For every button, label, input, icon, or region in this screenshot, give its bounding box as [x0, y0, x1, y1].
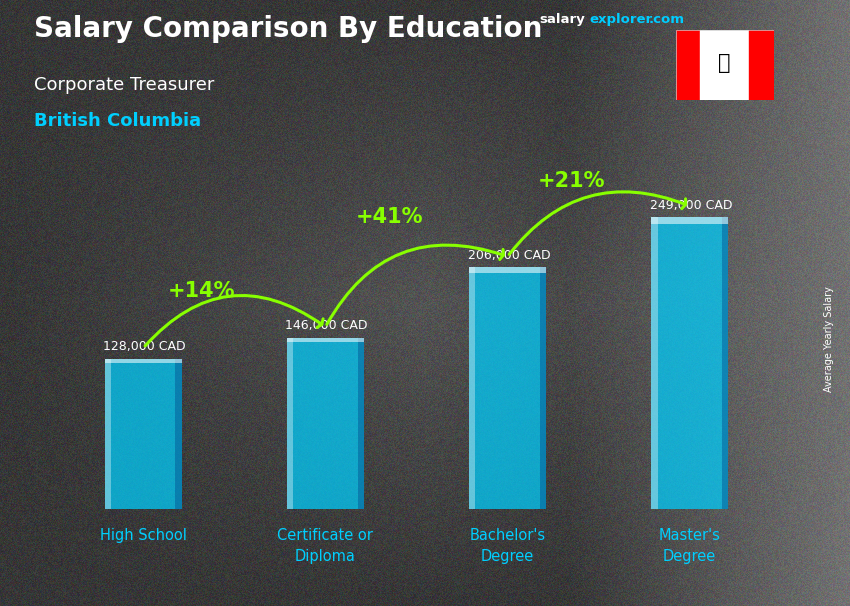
- Text: +14%: +14%: [167, 281, 235, 301]
- Bar: [749, 30, 774, 100]
- Text: .com: .com: [649, 13, 684, 26]
- Bar: [287, 338, 293, 509]
- Text: 146,000 CAD: 146,000 CAD: [286, 319, 368, 332]
- Text: explorer: explorer: [589, 13, 652, 26]
- Text: 128,000 CAD: 128,000 CAD: [103, 341, 186, 353]
- Text: Average Yearly Salary: Average Yearly Salary: [824, 287, 834, 392]
- Bar: [105, 359, 182, 509]
- Text: +21%: +21%: [537, 171, 605, 191]
- Bar: [651, 217, 728, 224]
- Bar: [469, 267, 546, 273]
- Bar: [105, 359, 182, 362]
- Bar: [358, 338, 364, 509]
- Bar: [287, 338, 364, 509]
- Text: British Columbia: British Columbia: [34, 112, 201, 130]
- Bar: [469, 267, 475, 509]
- Bar: [540, 267, 546, 509]
- Text: salary: salary: [540, 13, 586, 26]
- Text: 🍁: 🍁: [718, 53, 731, 73]
- Bar: [651, 217, 728, 509]
- Bar: [651, 217, 658, 509]
- Bar: [469, 267, 546, 509]
- Bar: [287, 338, 364, 342]
- Text: Corporate Treasurer: Corporate Treasurer: [34, 76, 214, 94]
- Bar: [722, 217, 728, 509]
- Bar: [700, 30, 749, 100]
- Bar: [175, 359, 182, 509]
- Text: Salary Comparison By Education: Salary Comparison By Education: [34, 15, 542, 43]
- Text: +41%: +41%: [355, 207, 423, 227]
- Text: 206,000 CAD: 206,000 CAD: [468, 249, 550, 262]
- Bar: [676, 30, 700, 100]
- Text: 249,000 CAD: 249,000 CAD: [649, 199, 732, 211]
- Bar: [105, 359, 111, 509]
